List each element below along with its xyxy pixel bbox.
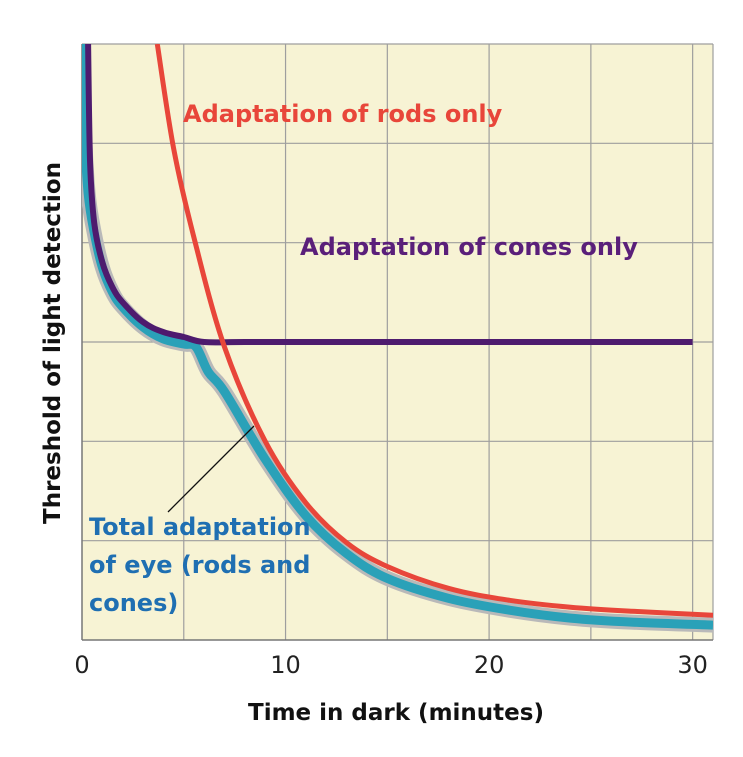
total-annotation-line: cones): [89, 589, 178, 617]
x-tick-label: 20: [474, 651, 505, 679]
total-annotation-line: Total adaptation: [89, 513, 311, 541]
y-axis-label: Threshold of light detection: [40, 162, 66, 524]
x-ticks: 0 10 20 30: [74, 651, 708, 679]
total-annotation-leader: [167, 425, 255, 513]
x-axis-label: Time in dark (minutes): [248, 700, 544, 726]
x-tick-label: 30: [677, 651, 708, 679]
series-cones-line: [85, 44, 693, 346]
annotations: Adaptation of rods only Adaptation of con…: [89, 100, 638, 617]
x-tick-label: 10: [270, 651, 301, 679]
series-lines: [82, 44, 713, 633]
total-annotation-line: of eye (rods and: [89, 551, 310, 579]
cones-annotation: Adaptation of cones only: [300, 233, 638, 261]
x-tick-label: 0: [74, 651, 89, 679]
rods-annotation: Adaptation of rods only: [183, 100, 503, 128]
series-rods-line: [154, 44, 713, 618]
